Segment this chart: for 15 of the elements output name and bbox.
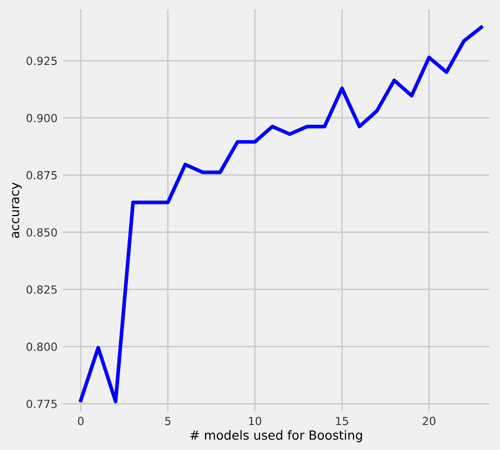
y-tick-label: 0.925 <box>26 56 57 66</box>
y-tick-label: 0.875 <box>26 171 57 180</box>
line-series <box>78 25 484 404</box>
x-axis-title: # models used for Boosting <box>190 430 362 442</box>
x-tick-label: 15 <box>336 416 348 426</box>
y-tick-label: 0.775 <box>26 400 57 408</box>
x-tick-label: 0 <box>78 416 84 426</box>
x-tick-label: 5 <box>165 416 170 426</box>
y-axis-title: accuracy <box>12 182 22 238</box>
y-tick-label: 0.825 <box>26 285 57 294</box>
y-tick-label: 0.850 <box>26 228 57 237</box>
x-tick-label: 10 <box>249 416 262 426</box>
x-tick-label: 20 <box>422 416 436 426</box>
y-tick-label: 0.800 <box>26 342 57 351</box>
y-tick-label: 0.900 <box>26 114 57 122</box>
